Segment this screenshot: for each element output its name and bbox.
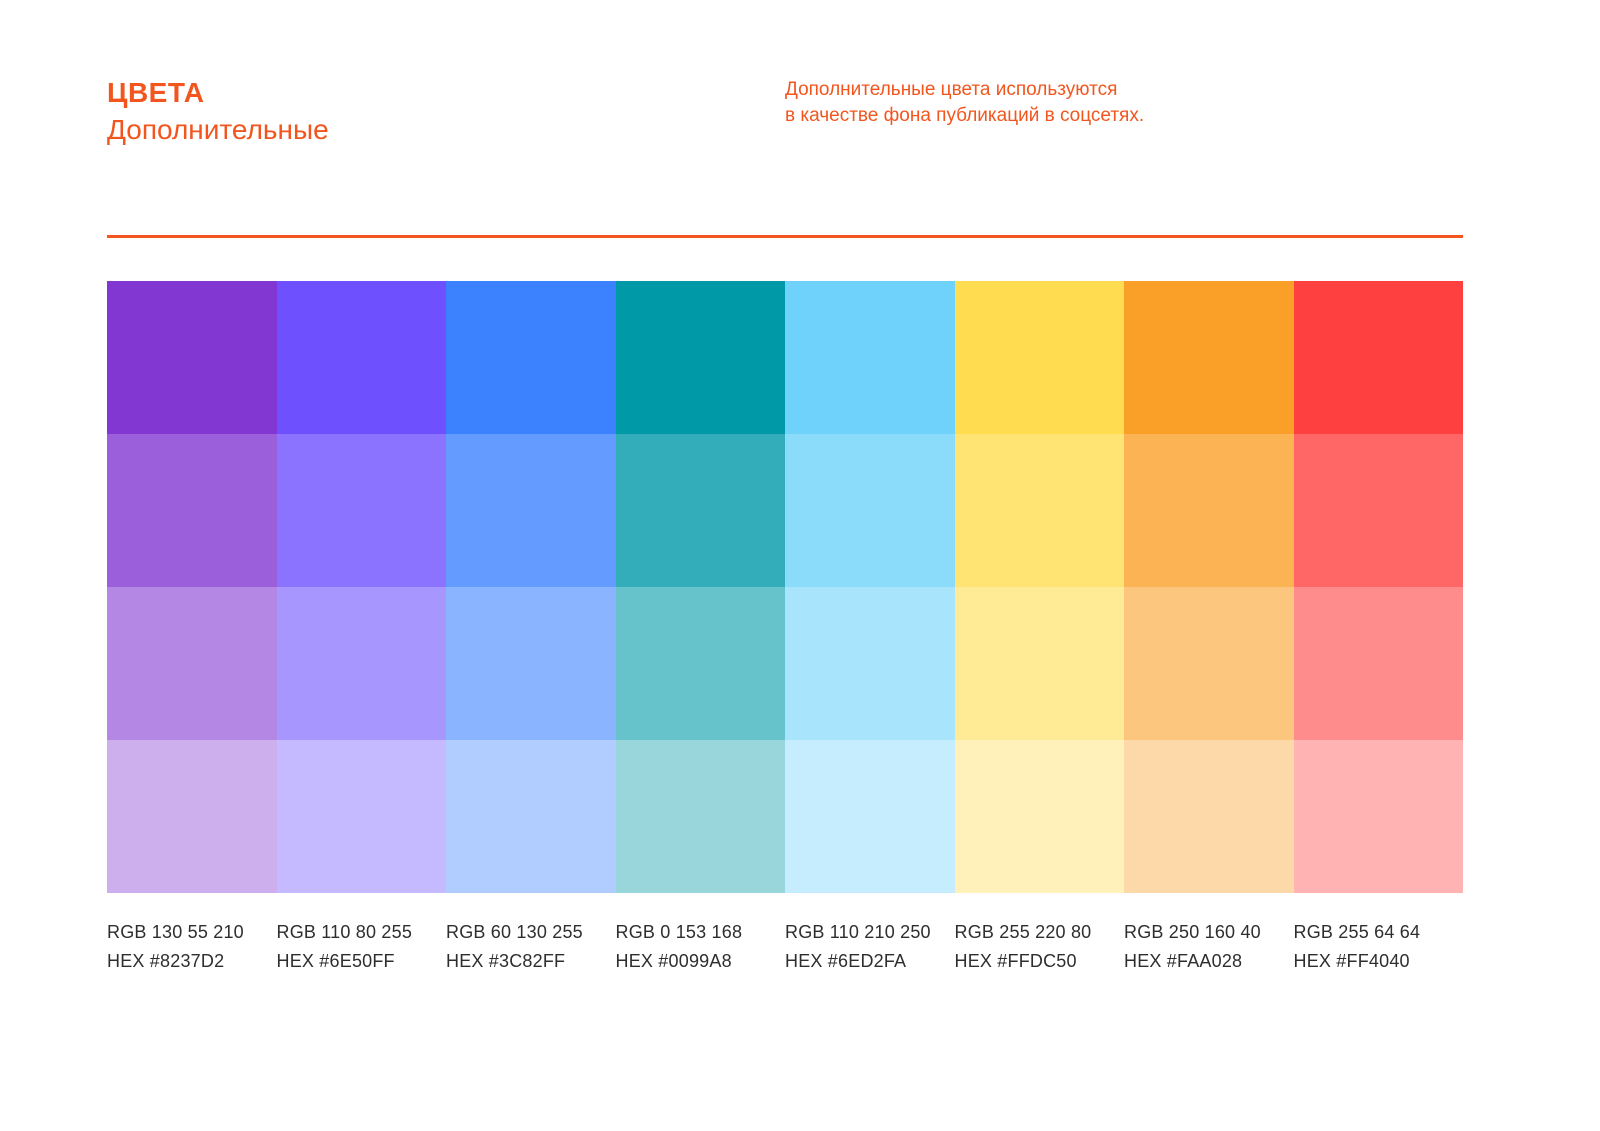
color-swatch bbox=[276, 587, 446, 740]
rgb-label: RGB 0 153 168 bbox=[615, 922, 743, 942]
swatch-label: RGB 255 220 80 HEX #FFDC50 bbox=[955, 918, 1125, 976]
rgb-label: RGB 110 210 250 bbox=[785, 922, 931, 942]
palette-column: RGB 255 220 80 HEX #FFDC50 bbox=[954, 281, 1125, 976]
swatch-label: RGB 0 153 168 HEX #0099A8 bbox=[616, 918, 786, 976]
color-swatch bbox=[1124, 740, 1294, 893]
hex-label: HEX #3C82FF bbox=[446, 951, 566, 971]
palette-column: RGB 110 210 250 HEX #6ED2FA bbox=[785, 281, 955, 976]
rgb-label: RGB 60 130 255 bbox=[446, 922, 583, 942]
section-divider bbox=[107, 235, 1463, 238]
color-swatch bbox=[785, 281, 955, 434]
color-swatch bbox=[446, 434, 616, 587]
color-swatch bbox=[785, 434, 955, 587]
color-swatch bbox=[954, 434, 1124, 587]
hex-label: HEX #6E50FF bbox=[276, 951, 395, 971]
color-swatch bbox=[1293, 740, 1463, 893]
swatch-label: RGB 130 55 210 HEX #8237D2 bbox=[107, 918, 277, 976]
usage-note-line1: Дополнительные цвета используются bbox=[785, 79, 1118, 100]
color-swatch bbox=[446, 740, 616, 893]
color-swatch bbox=[446, 587, 616, 740]
color-swatch bbox=[1124, 434, 1294, 587]
color-swatch bbox=[615, 587, 785, 740]
palette-column: RGB 0 153 168 HEX #0099A8 bbox=[615, 281, 786, 976]
page-title: ЦВЕТА bbox=[107, 77, 205, 108]
color-swatch bbox=[107, 281, 277, 434]
swatch-label: RGB 60 130 255 HEX #3C82FF bbox=[446, 918, 616, 976]
hex-label: HEX #FF4040 bbox=[1293, 951, 1410, 971]
swatch-label: RGB 250 160 40 HEX #FAA028 bbox=[1124, 918, 1294, 976]
color-swatch bbox=[785, 740, 955, 893]
color-swatch bbox=[276, 740, 446, 893]
palette-column: RGB 250 160 40 HEX #FAA028 bbox=[1124, 281, 1294, 976]
palette-column: RGB 110 80 255 HEX #6E50FF bbox=[276, 281, 447, 976]
rgb-label: RGB 130 55 210 bbox=[107, 922, 244, 942]
color-swatch bbox=[1124, 587, 1294, 740]
color-swatch bbox=[107, 740, 277, 893]
rgb-label: RGB 255 220 80 bbox=[954, 922, 1092, 942]
color-grid: RGB 130 55 210 HEX #8237D2 RGB 110 80 255 H… bbox=[107, 281, 1463, 976]
color-swatch bbox=[1293, 281, 1463, 434]
color-swatch bbox=[615, 740, 785, 893]
rgb-label: RGB 255 64 64 bbox=[1293, 922, 1421, 942]
page-header: ЦВЕТА Дополнительные bbox=[107, 74, 329, 148]
color-swatch bbox=[1293, 434, 1463, 587]
hex-label: HEX #FAA028 bbox=[1124, 951, 1243, 971]
rgb-label: RGB 250 160 40 bbox=[1124, 922, 1261, 942]
palette-column: RGB 60 130 255 HEX #3C82FF bbox=[446, 281, 616, 976]
color-swatch bbox=[446, 281, 616, 434]
color-swatch bbox=[276, 434, 446, 587]
color-swatch bbox=[276, 281, 446, 434]
color-swatch bbox=[107, 434, 277, 587]
color-swatch bbox=[954, 740, 1124, 893]
hex-label: HEX #6ED2FA bbox=[785, 951, 907, 971]
swatch-label: RGB 110 80 255 HEX #6E50FF bbox=[277, 918, 447, 976]
usage-note: Дополнительные цвета используются в каче… bbox=[785, 77, 1144, 129]
color-swatch bbox=[1124, 281, 1294, 434]
hex-label: HEX #8237D2 bbox=[107, 951, 225, 971]
palette-column: RGB 255 64 64 HEX #FF4040 bbox=[1293, 281, 1464, 976]
palette-column: RGB 130 55 210 HEX #8237D2 bbox=[107, 281, 277, 976]
color-swatch bbox=[785, 587, 955, 740]
color-swatch bbox=[1293, 587, 1463, 740]
color-swatch bbox=[615, 281, 785, 434]
color-swatch bbox=[107, 587, 277, 740]
page-subtitle: Дополнительные bbox=[107, 114, 329, 145]
swatch-label: RGB 255 64 64 HEX #FF4040 bbox=[1294, 918, 1464, 976]
usage-note-line2: в качестве фона публикаций в соцсетях. bbox=[785, 105, 1145, 126]
swatch-label: RGB 110 210 250 HEX #6ED2FA bbox=[785, 918, 955, 976]
color-swatch bbox=[954, 281, 1124, 434]
color-swatch bbox=[615, 434, 785, 587]
hex-label: HEX #0099A8 bbox=[615, 951, 732, 971]
rgb-label: RGB 110 80 255 bbox=[276, 922, 413, 942]
hex-label: HEX #FFDC50 bbox=[954, 951, 1077, 971]
color-swatch bbox=[954, 587, 1124, 740]
